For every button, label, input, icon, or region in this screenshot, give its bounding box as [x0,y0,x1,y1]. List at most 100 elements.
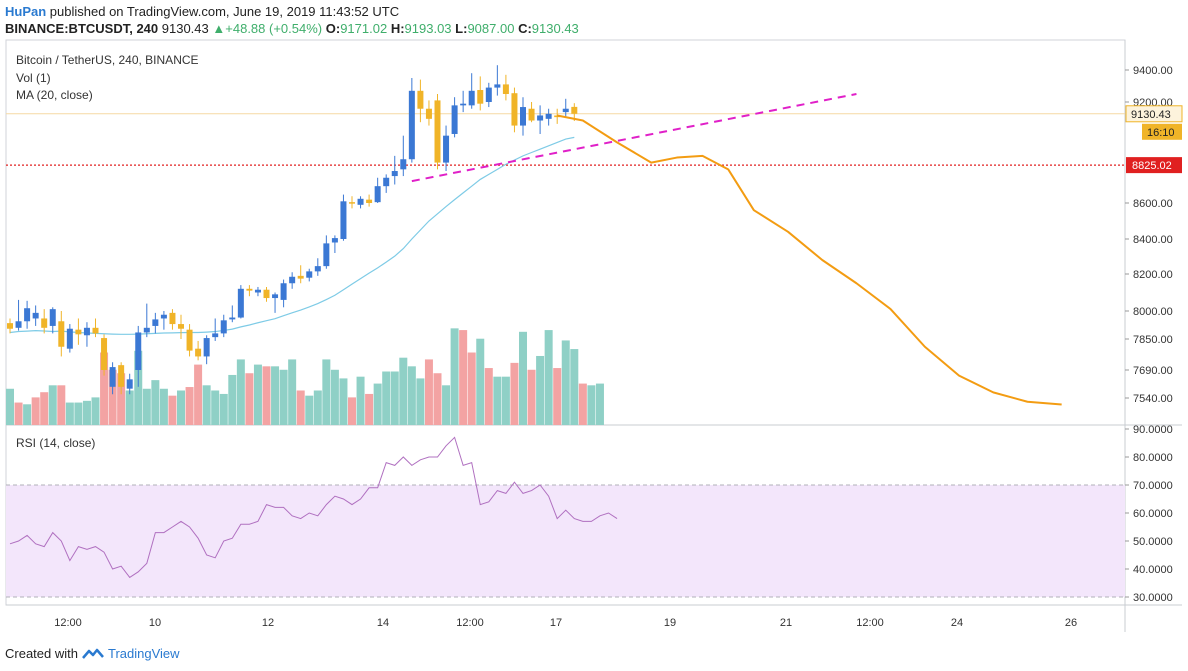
rsi-band [6,485,1125,597]
candle-body [280,283,287,300]
candle-body [24,308,31,322]
volume-bar [442,385,451,425]
candle-body [383,177,390,187]
candle-body [502,84,509,94]
footer: Created with TradingView [5,646,180,661]
candle-body [562,108,569,113]
volume-bar [459,330,468,425]
volume-bar [6,388,14,425]
volume-bar [262,366,271,425]
volume-bar [322,359,331,425]
volume-bar [365,393,374,425]
candle-body [263,289,270,299]
author-name[interactable]: HuPan [5,4,47,19]
candle-body [468,90,475,106]
price-tick-label: 8200.00 [1133,269,1173,281]
candle-body [349,202,355,204]
candle-body [203,338,210,357]
legend-rsi: RSI (14, close) [16,436,96,450]
candle-body [545,113,552,119]
volume-bar [177,390,185,425]
volume-bar [194,364,203,425]
volume-bar [48,385,57,425]
volume-bar [373,383,382,425]
candle-body [152,319,159,326]
legend-vol: Vol (1) [16,71,51,85]
volume-bar [91,397,100,425]
candle-body [306,271,313,278]
volume-bar [578,383,587,425]
volume-bar [100,352,109,425]
candle-body [451,105,458,134]
volume-bar [185,387,194,425]
volume-bar [134,350,143,425]
volume-bar [279,369,288,425]
volume-bar [313,390,322,425]
volume-bar [348,397,356,425]
last-price-badge-label: 9130.43 [1131,109,1171,121]
volume-bar [296,390,305,425]
volume-bar [211,390,220,425]
candle-body [186,329,193,351]
candle-body [408,90,415,160]
candle-body [237,288,244,318]
volume-bar [561,340,570,425]
volume-bar [416,378,425,425]
volume-bar [493,376,502,425]
volume-bar [510,362,519,425]
volume-bar [40,392,49,425]
volume-bar [484,368,493,425]
volume-bar [125,390,134,425]
price-tick-label: 8400.00 [1133,234,1173,246]
volume-bar [450,328,459,425]
time-tick-label: 10 [149,617,161,629]
time-tick-label: 12:00 [54,617,82,629]
rsi-tick-label: 80.0000 [1133,452,1173,464]
candle-body [66,328,73,349]
volume-bar [407,366,416,425]
candle-body [331,238,338,243]
tradingview-link[interactable]: TradingView [107,646,180,661]
rsi-tick-label: 70.0000 [1133,480,1173,492]
volume-bar [553,368,562,425]
volume-bar [399,357,408,425]
legend-title: Bitcoin / TetherUS, 240, BINANCE [16,53,199,67]
high-value: 9193.03 [404,21,452,36]
change-value: +48.88 (+0.54%) [225,21,323,36]
candle-body [32,312,39,319]
time-tick-label: 19 [664,617,676,629]
volume-bar [536,355,545,425]
last-price-badge [1125,105,1183,123]
time-tick-label: 24 [951,617,963,629]
candle-body [528,108,535,121]
volume-bar [390,371,399,425]
candle-body [520,107,526,126]
volume-bar [587,385,596,425]
candle-body [7,323,13,329]
volume-bar [31,397,40,425]
price-tick-label: 8000.00 [1133,306,1173,318]
candle-body [357,198,364,205]
candle-body [246,288,253,291]
candle-body [41,318,48,328]
candle-body [477,90,484,104]
candle-body [494,84,501,88]
candle-body [160,314,167,319]
candle-body [391,171,398,177]
candle-body [118,365,125,387]
time-tick-label: 12 [262,617,274,629]
level-price-label: 8825.02 [1132,160,1172,172]
volume-bar [253,364,262,425]
countdown-badge [1142,123,1182,140]
candle-body [314,266,321,272]
volume-bar [57,385,66,425]
candle-body [460,103,467,106]
symbol-info: BINANCE:BTCUSDT, 240 9130.43 ▲+48.88 (+0… [5,21,579,36]
rsi-tick-label: 40.0000 [1133,564,1173,576]
candle-body [425,108,432,119]
candle-body [92,327,99,334]
price-tick-label: 7540.00 [1133,393,1173,405]
candle-body [323,243,330,267]
time-tick-label: 12:00 [856,617,884,629]
